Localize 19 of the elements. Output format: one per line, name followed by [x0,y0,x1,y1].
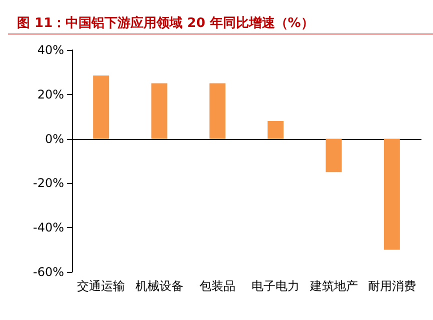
x-tick-label: 建筑地产 [308,279,358,293]
x-tick-label: 交通运输 [77,279,126,293]
x-tick-label: 耐用消费 [368,279,416,293]
x-tick-label: 电子电力 [252,279,300,293]
y-tick-label: -20% [32,176,64,190]
x-tick-label: 机械设备 [135,279,184,293]
y-tick-label: -40% [32,220,64,235]
y-tick-label: 0% [44,132,64,146]
bar [384,138,400,250]
bar [268,121,284,139]
y-tick-label: 20% [37,87,64,102]
bar [209,83,226,139]
bar [326,138,342,172]
y-tick-label: 40% [37,43,64,57]
bar [151,83,168,139]
bar [93,76,110,139]
chart-title: 图 11：中国铝下游应用领域 20 年同比增速（%） [17,15,314,31]
y-tick-label: -60% [32,265,64,279]
x-tick-label: 包装品 [199,279,236,293]
